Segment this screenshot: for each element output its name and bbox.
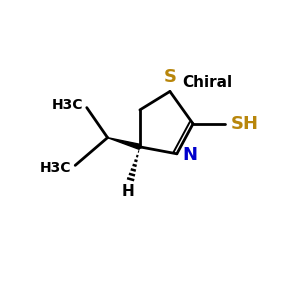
Text: N: N: [183, 146, 198, 164]
Text: H: H: [122, 184, 135, 199]
Polygon shape: [108, 138, 141, 149]
Text: Chiral: Chiral: [182, 75, 232, 90]
Text: SH: SH: [231, 115, 259, 133]
Text: H3C: H3C: [52, 98, 83, 112]
Text: H3C: H3C: [40, 161, 72, 175]
Text: S: S: [164, 68, 176, 86]
